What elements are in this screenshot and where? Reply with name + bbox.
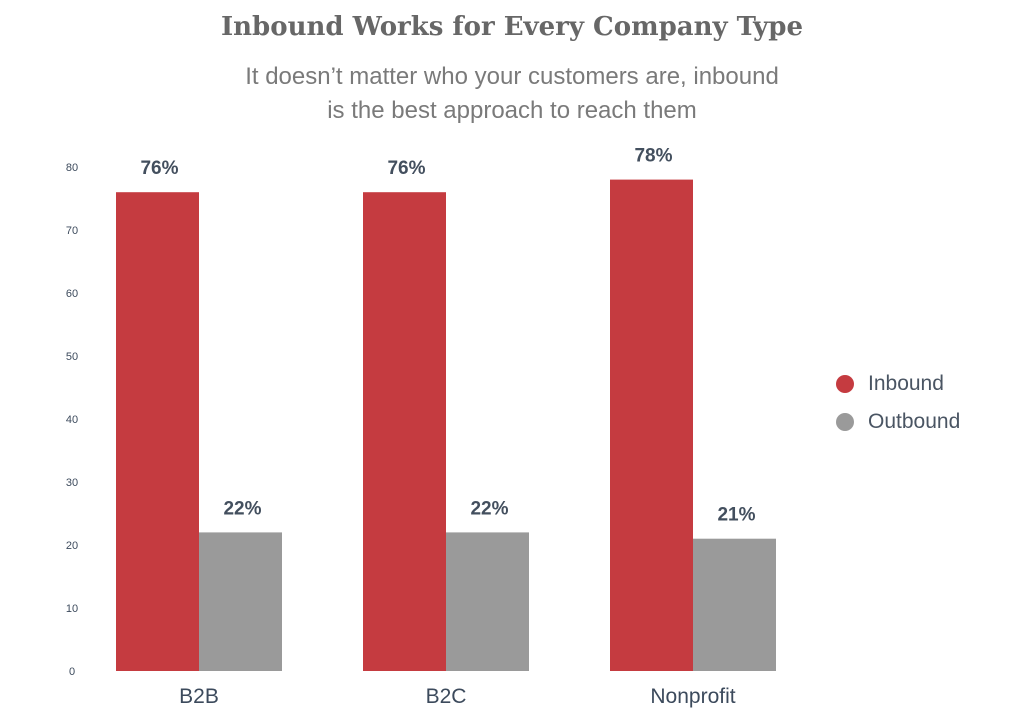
y-tick-label: 10 — [66, 603, 78, 615]
y-tick-label: 70 — [66, 225, 78, 237]
data-label: 21% — [717, 505, 755, 526]
legend-label-inbound: Inbound — [868, 372, 944, 395]
bar-outbound-nonprofit — [693, 538, 776, 671]
x-category-label: B2B — [179, 685, 219, 708]
chart-title: Inbound Works for Every Company Type — [220, 12, 803, 42]
subtitle-line-2: is the best approach to reach them — [327, 97, 697, 124]
data-label: 76% — [387, 158, 425, 179]
legend-item-inbound: Inbound — [836, 366, 960, 402]
data-label: 78% — [634, 146, 672, 167]
bar-outbound-b2c — [446, 532, 529, 671]
bar-inbound-nonprofit — [610, 179, 693, 671]
subtitle-line-1: It doesn’t matter who your customers are… — [245, 63, 779, 90]
chart-subtitle: It doesn’t matter who your customers are… — [212, 60, 812, 128]
y-tick-label: 20 — [66, 540, 78, 552]
y-tick-label: 50 — [66, 351, 78, 363]
data-label: 22% — [470, 498, 508, 519]
bar-inbound-b2b — [116, 192, 199, 671]
y-tick-label: 0 — [69, 666, 75, 678]
legend-label-outbound: Outbound — [868, 410, 961, 433]
y-tick-label: 60 — [66, 288, 78, 300]
data-label: 76% — [140, 158, 178, 179]
y-tick-label: 30 — [66, 477, 78, 489]
y-tick-label: 80 — [66, 162, 78, 174]
legend-item-outbound: Outbound — [836, 404, 960, 440]
x-category-label: B2C — [426, 685, 467, 708]
y-tick-label: 40 — [66, 414, 78, 426]
legend-swatch-inbound — [836, 375, 854, 393]
bar-inbound-b2c — [363, 192, 446, 671]
legend: Inbound Outbound — [836, 366, 960, 442]
data-label: 22% — [223, 498, 261, 519]
x-category-label: Nonprofit — [650, 685, 735, 708]
bar-outbound-b2b — [199, 532, 282, 671]
legend-swatch-outbound — [836, 413, 854, 431]
